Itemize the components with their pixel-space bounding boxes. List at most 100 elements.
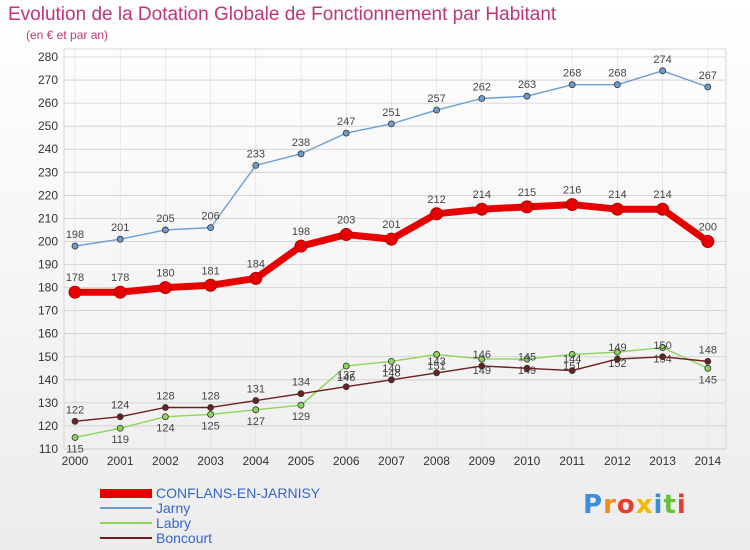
y-tick-label: 140 <box>38 373 58 387</box>
data-label: 122 <box>66 404 84 416</box>
y-tick-label: 260 <box>38 96 58 110</box>
data-label: 119 <box>111 434 129 446</box>
legend-swatch-jarny <box>100 507 152 509</box>
x-tick-label: 2006 <box>333 454 360 468</box>
data-point <box>478 95 486 102</box>
legend-label-boncourt: Boncourt <box>156 530 213 546</box>
x-tick-label: 2003 <box>197 454 224 468</box>
data-label: 180 <box>156 268 174 280</box>
legend-swatch-conflans <box>100 488 152 498</box>
data-point <box>384 232 398 246</box>
data-label: 233 <box>247 148 265 160</box>
y-tick-label: 150 <box>38 350 58 364</box>
y-tick-label: 120 <box>38 419 58 433</box>
logo-letter: r <box>603 490 617 520</box>
x-tick-label: 2009 <box>468 454 495 468</box>
data-label: 178 <box>111 272 129 284</box>
data-point <box>430 207 444 221</box>
data-label: 146 <box>473 349 491 361</box>
proxiti-logo: Proxiti <box>583 490 687 520</box>
data-point <box>659 67 666 75</box>
data-label: 181 <box>201 265 219 277</box>
data-point <box>387 120 395 128</box>
data-point <box>704 357 712 365</box>
x-tick-label: 2008 <box>423 454 450 468</box>
y-tick-label: 110 <box>39 442 58 456</box>
logo-letter: o <box>616 490 636 520</box>
data-label: 216 <box>563 185 581 197</box>
data-label: 150 <box>653 340 671 352</box>
y-tick-label: 160 <box>38 327 58 341</box>
data-label: 214 <box>473 189 491 201</box>
data-point <box>478 362 486 370</box>
y-tick-label: 220 <box>38 188 58 202</box>
y-tick-label: 200 <box>38 234 58 248</box>
data-label: 134 <box>292 377 310 389</box>
data-point <box>252 406 260 414</box>
data-label: 201 <box>382 219 400 231</box>
x-tick-label: 2011 <box>559 454 585 468</box>
legend-item-boncourt: Boncourt <box>100 530 212 546</box>
data-point <box>568 81 576 89</box>
data-point <box>297 150 305 158</box>
data-point <box>387 357 395 365</box>
data-label: 149 <box>473 365 491 377</box>
data-label: 251 <box>382 107 400 119</box>
data-point <box>68 285 82 299</box>
data-point <box>523 92 531 100</box>
data-label: 205 <box>156 213 174 225</box>
data-point <box>252 161 260 169</box>
data-label: 125 <box>201 420 219 432</box>
data-point <box>113 285 127 299</box>
data-label: 238 <box>292 137 310 149</box>
data-point <box>249 271 263 285</box>
data-point <box>71 417 79 425</box>
logo-letter: i <box>676 490 687 520</box>
data-label: 201 <box>111 222 129 234</box>
logo-letter: t <box>663 490 677 520</box>
legend-label-conflans: CONFLANS-EN-JARNISY <box>156 485 321 501</box>
y-tick-label: 170 <box>38 304 58 318</box>
data-label: 214 <box>608 189 626 201</box>
data-label: 144 <box>563 354 581 366</box>
data-label: 257 <box>427 93 445 105</box>
data-point <box>207 411 215 418</box>
y-tick-label: 270 <box>38 73 58 87</box>
data-point <box>475 202 489 216</box>
data-point <box>659 353 666 361</box>
data-point <box>614 81 621 89</box>
data-point <box>71 242 79 250</box>
data-point <box>161 413 169 421</box>
logo-letter: i <box>653 490 664 520</box>
y-tick-label: 130 <box>38 396 58 410</box>
logo-letter: x <box>635 490 654 520</box>
x-tick-label: 2005 <box>288 454 315 468</box>
data-label: 124 <box>111 400 129 412</box>
data-point <box>387 376 395 384</box>
data-point <box>297 390 305 398</box>
legend-item-conflans: CONFLANS-EN-JARNISY <box>100 485 320 501</box>
data-label: 247 <box>337 116 355 128</box>
data-label: 274 <box>653 54 671 66</box>
data-point <box>161 404 169 411</box>
data-label: 206 <box>201 211 219 223</box>
data-point <box>704 364 712 372</box>
x-tick-label: 2002 <box>152 454 179 468</box>
data-label: 214 <box>653 189 671 201</box>
legend-swatch-boncourt <box>100 537 152 539</box>
data-label: 263 <box>518 79 536 91</box>
data-point <box>610 202 624 216</box>
data-label: 267 <box>699 70 717 82</box>
y-tick-label: 230 <box>38 165 58 179</box>
x-tick-label: 2012 <box>604 454 631 468</box>
data-point <box>252 397 260 404</box>
data-label: 149 <box>608 342 626 354</box>
data-point <box>342 129 350 137</box>
x-tick-label: 2014 <box>694 454 721 468</box>
data-label: 198 <box>66 229 84 241</box>
data-label: 131 <box>247 384 265 396</box>
data-point <box>116 413 124 421</box>
data-point <box>565 198 579 212</box>
x-tick-label: 2001 <box>107 454 134 468</box>
